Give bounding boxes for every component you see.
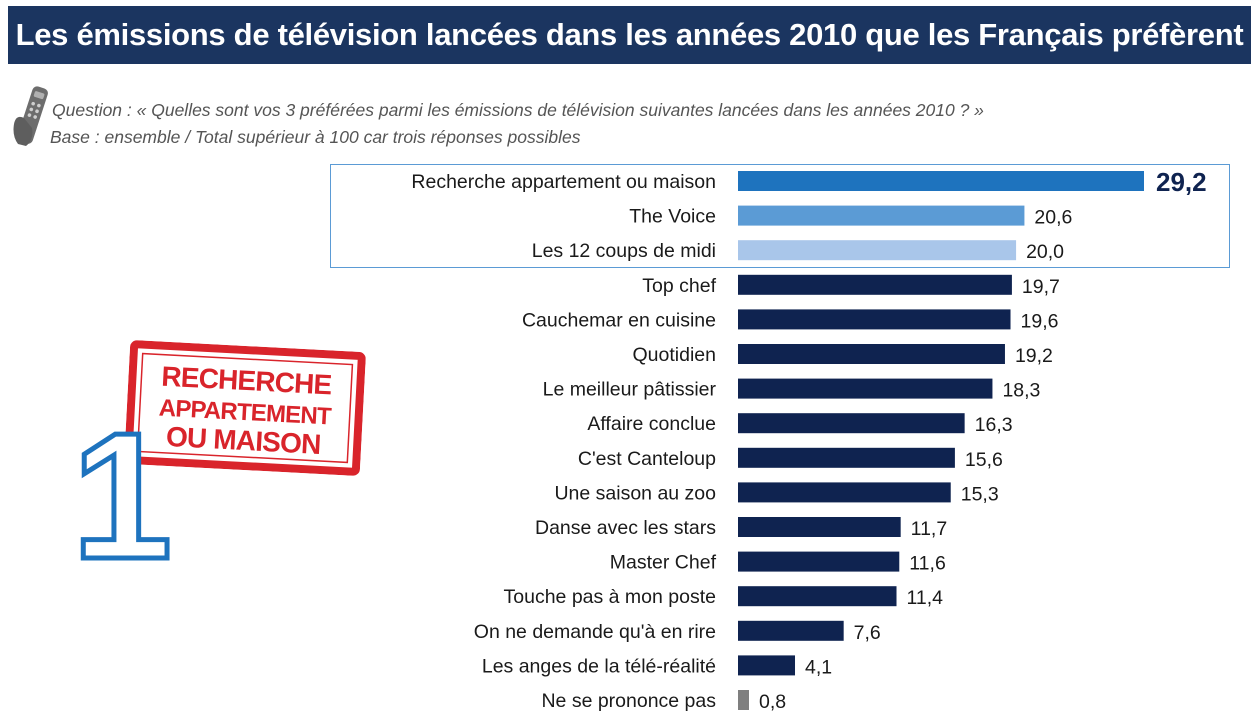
value-label: 11,6 [909, 553, 946, 575]
bar [738, 309, 1011, 330]
question-text: Question : « Quelles sont vos 3 préférée… [52, 100, 984, 120]
value-label: 29,2 [1156, 167, 1207, 197]
value-label: 20,6 [1034, 207, 1072, 229]
base-text: Base : ensemble / Total supérieur à 100 … [50, 127, 581, 147]
category-label: Quotidien [633, 344, 716, 366]
value-label: 11,7 [911, 518, 948, 540]
value-label: 15,6 [965, 449, 1003, 471]
value-label: 19,2 [1015, 345, 1053, 367]
value-label: 0,8 [759, 691, 786, 713]
rank-stamp: RECHERCHE APPARTEMENT OU MAISON [124, 340, 366, 476]
category-label: Les 12 coups de midi [532, 240, 716, 262]
bar [738, 517, 901, 537]
bar [738, 171, 1144, 191]
category-label: Cauchemar en cuisine [522, 309, 716, 331]
value-label: 7,6 [854, 622, 881, 644]
title-bar: Les émissions de télévision lancées dans… [8, 6, 1251, 64]
value-label: 18,3 [1002, 380, 1040, 402]
category-label: Master Chef [610, 552, 717, 574]
bar [738, 482, 951, 503]
value-label: 11,4 [907, 587, 944, 609]
category-label: Danse avec les stars [535, 517, 716, 539]
bar [738, 344, 1005, 364]
bar [738, 655, 796, 676]
bar [738, 586, 897, 607]
value-label: 15,3 [961, 483, 999, 505]
category-label: The Voice [629, 206, 716, 228]
category-label: Les anges de la télé-réalité [482, 655, 716, 677]
value-label: 19,6 [1021, 310, 1059, 332]
value-label: 16,3 [975, 414, 1013, 436]
bar [738, 413, 965, 434]
rank-number-text: 1 [72, 408, 172, 568]
value-label: 19,7 [1022, 276, 1060, 298]
category-label: Recherche appartement ou maison [411, 171, 716, 193]
top-three-highlight-box [330, 164, 1230, 268]
category-label: Touche pas à mon poste [504, 586, 716, 608]
bar [738, 620, 844, 641]
bar [738, 551, 900, 572]
category-label: Une saison au zoo [554, 482, 716, 504]
bar [738, 274, 1012, 295]
bar [738, 690, 749, 710]
category-label: Top chef [642, 275, 716, 297]
category-label: Affaire conclue [587, 413, 716, 435]
remote-control-icon [13, 86, 48, 146]
stamp-line-1: RECHERCHE [161, 361, 333, 401]
category-label: On ne demande qu'à en rire [474, 621, 716, 643]
bar [738, 205, 1025, 226]
bar [738, 378, 993, 399]
bar [738, 240, 1017, 261]
category-label: Le meilleur pâtissier [543, 379, 717, 401]
value-label: 4,1 [805, 656, 832, 678]
category-label: C'est Canteloup [578, 448, 716, 470]
bar [738, 447, 955, 468]
value-label: 20,0 [1026, 241, 1064, 263]
rank-number: 1 [69, 408, 174, 568]
category-label: Ne se prononce pas [541, 690, 716, 712]
page-title: Les émissions de télévision lancées dans… [15, 17, 1244, 52]
